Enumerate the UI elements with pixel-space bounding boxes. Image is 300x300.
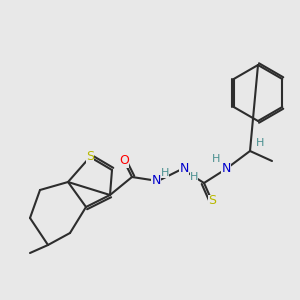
Text: H: H — [256, 138, 264, 148]
Text: S: S — [86, 151, 94, 164]
Text: N: N — [179, 163, 189, 176]
Text: H: H — [161, 168, 169, 178]
Text: O: O — [119, 154, 129, 167]
Text: S: S — [208, 194, 216, 208]
Text: H: H — [212, 154, 220, 164]
Text: N: N — [151, 173, 161, 187]
Text: N: N — [221, 163, 231, 176]
Text: H: H — [190, 172, 198, 182]
